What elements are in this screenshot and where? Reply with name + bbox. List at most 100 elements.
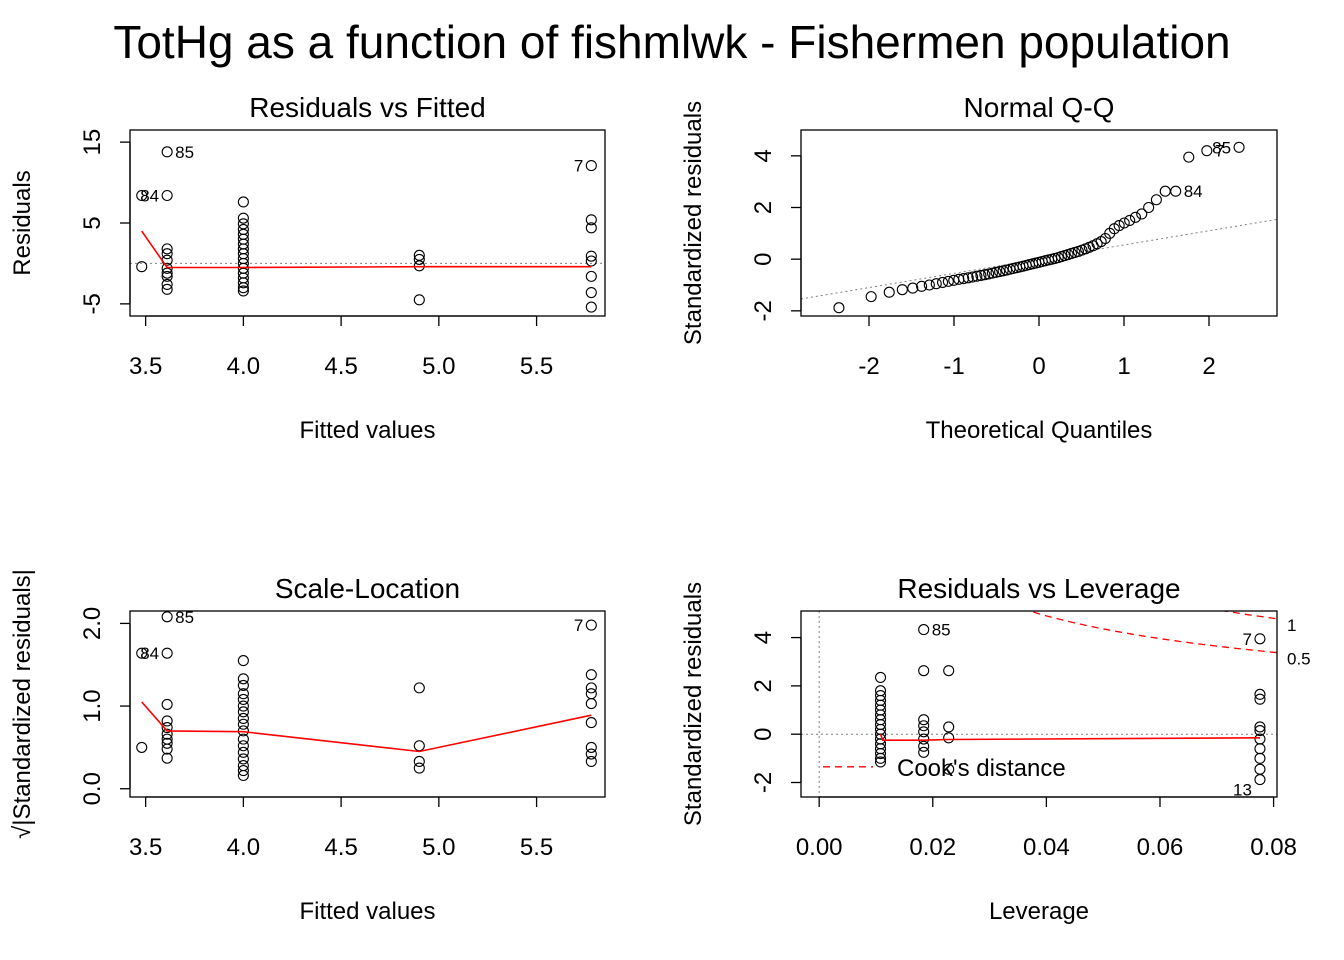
panel-title: Scale-Location [275,573,460,604]
data-point [161,722,173,734]
data-point [1254,752,1266,764]
data-point [161,146,173,158]
point-id-label: 7 [574,157,583,176]
cooks-contour-label: 0.5 [1287,650,1311,669]
data-point [942,275,954,287]
data-point [1136,208,1148,220]
data-point [413,294,425,306]
data-point [161,278,173,291]
data-point [161,647,173,659]
point-id-label: 84 [140,187,159,206]
data-point [585,255,597,267]
data-point [585,619,597,631]
data-point [237,746,249,758]
data-point [1254,688,1266,700]
data-point [413,682,425,694]
data-point [1254,774,1266,786]
data-point [979,269,991,281]
data-point [1254,721,1266,733]
y-axis-label: √|Standardized residuals| [9,569,36,839]
data-point [161,270,173,282]
data-point [237,196,249,208]
data-point [585,717,597,729]
data-point [161,698,173,710]
panel-title: Residuals vs Fitted [249,92,486,123]
data-point [237,700,249,712]
data-point [161,743,173,755]
data-point [1150,194,1162,206]
data-point [585,688,597,700]
x-tick-label: 5.5 [520,353,553,380]
data-point [943,721,955,733]
x-tick-label: 3.5 [129,834,162,861]
plot-frame [129,129,606,317]
data-point [1129,211,1141,223]
data-point [1254,743,1266,755]
data-point [161,611,173,623]
x-tick-label: 4.5 [324,353,357,380]
data-point [585,669,597,681]
data-point [237,282,249,294]
y-tick-label: 0.0 [79,772,106,805]
data-point [237,740,249,752]
data-point [585,270,597,282]
x-tick-label: -2 [858,353,879,380]
y-axis-label: Standardized residuals [680,582,707,826]
data-point [896,284,908,296]
x-tick-label: 4.0 [227,834,260,861]
data-point [874,747,887,760]
data-point [237,688,249,700]
data-point [161,737,173,749]
x-axis-label: Fitted values [299,417,435,444]
data-point [585,214,597,226]
data-point [1201,145,1213,157]
plot-area [801,141,1277,314]
data-point [918,714,930,726]
data-point [1124,214,1136,226]
data-point [237,753,249,765]
y-tick-label: -2 [750,300,777,321]
point-id-label: 7 [1242,630,1251,649]
panel-3: Scale-Location Fitted values √|Standardize… [9,569,606,925]
data-point [161,728,173,740]
data-point [585,741,597,753]
y-tick-label: 0 [750,252,777,265]
data-point [161,715,173,727]
data-point [585,698,597,710]
y-axis-label: Standardized residuals [680,101,707,345]
data-point [1254,763,1266,775]
data-point [136,647,148,659]
data-point [1143,201,1155,214]
point-id-label: 7 [1215,142,1224,161]
data-point [918,733,930,745]
data-point [1170,185,1182,197]
data-point [413,755,425,768]
legend-cooks-label: Cook's distance [897,755,1066,782]
data-point [413,762,425,774]
smoother-line [141,230,592,269]
data-point [413,260,425,272]
data-point [585,682,597,694]
data-point [958,272,970,285]
data-point [585,755,597,768]
data-point [983,268,995,280]
data-point [585,250,597,262]
point-id-label: 7 [574,616,583,635]
x-tick-label: 2 [1202,353,1215,380]
y-tick-label: 4 [750,149,777,162]
data-point [918,720,930,732]
y-tick-label: 0 [750,728,777,741]
x-tick-label: 1 [1117,353,1130,380]
data-point [237,706,249,718]
data-point [161,243,173,255]
data-point [975,269,987,281]
data-point [161,189,173,202]
plot-frame [800,129,1278,317]
data-point [585,160,597,172]
data-point [918,746,930,758]
y-axis-label: Residuals [9,170,36,275]
data-point [585,301,597,313]
data-point [1118,217,1130,229]
y-tick-label: 15 [79,129,106,156]
data-point [161,248,173,260]
